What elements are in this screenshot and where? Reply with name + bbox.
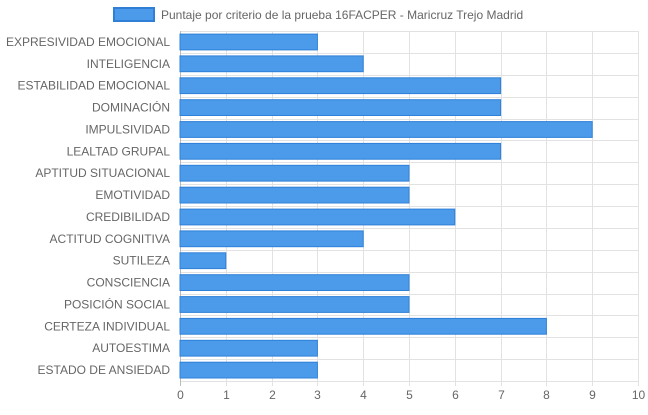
category-label: CERTEZA INDIVIDUAL	[44, 319, 170, 333]
category-label: LEALTAD GRUPAL	[67, 144, 171, 158]
x-tick-label: 0	[177, 388, 184, 402]
category-label: ACTITUD COGNITIVA	[50, 232, 170, 246]
category-label: APTITUD SITUACIONAL	[35, 166, 170, 180]
bar[interactable]	[179, 33, 318, 51]
bar[interactable]	[179, 186, 410, 204]
x-axis-ticks: 0 1 2 3 4 5 6 7 8 9 10	[177, 388, 645, 402]
x-tick-label: 4	[360, 388, 367, 402]
x-tick-label: 9	[589, 388, 596, 402]
legend-swatch	[113, 7, 155, 22]
x-tick-label: 7	[498, 388, 505, 402]
bar[interactable]	[179, 296, 410, 313]
category-label: EMOTIVIDAD	[95, 188, 170, 202]
category-label: ESTADO DE ANSIEDAD	[38, 363, 171, 377]
bar[interactable]	[179, 230, 364, 248]
x-tick-label: 1	[223, 388, 230, 402]
category-labels: EXPRESIVIDAD EMOCIONAL INTELIGENCIA ESTABI…	[6, 35, 170, 377]
bar[interactable]	[179, 121, 593, 138]
bar[interactable]	[179, 252, 227, 270]
bar[interactable]	[179, 164, 410, 182]
bar[interactable]	[179, 77, 502, 95]
category-label: SUTILEZA	[113, 254, 170, 268]
bars	[179, 33, 593, 379]
bar[interactable]	[179, 142, 502, 160]
category-label: CREDIBILIDAD	[86, 210, 170, 224]
x-tick-label: 2	[269, 388, 276, 402]
x-tick-label: 3	[314, 388, 321, 402]
bar[interactable]	[179, 339, 318, 357]
category-label: DOMINACIÓN	[92, 100, 170, 115]
category-label: IMPULSIVIDAD	[85, 122, 170, 136]
bar[interactable]	[179, 317, 547, 335]
bar[interactable]	[179, 361, 318, 379]
bar[interactable]	[179, 274, 410, 292]
bar[interactable]	[179, 99, 502, 116]
legend-label: Puntaje por criterio de la prueba 16FACP…	[161, 8, 523, 22]
category-label: INTELIGENCIA	[87, 57, 170, 71]
x-tick-label: 6	[452, 388, 459, 402]
bar[interactable]	[179, 208, 456, 226]
category-label: AUTOESTIMA	[92, 341, 170, 355]
x-tick-label: 10	[632, 388, 646, 402]
category-label: ESTABILIDAD EMOCIONAL	[18, 79, 171, 93]
legend[interactable]: Puntaje por criterio de la prueba 16FACP…	[113, 7, 523, 22]
x-tick-label: 8	[543, 388, 550, 402]
category-label: EXPRESIVIDAD EMOCIONAL	[6, 35, 170, 49]
bar[interactable]	[179, 55, 364, 73]
category-label: CONSCIENCIA	[87, 276, 170, 290]
x-tick-label: 5	[406, 388, 413, 402]
category-label: POSICIÓN SOCIAL	[64, 296, 170, 311]
